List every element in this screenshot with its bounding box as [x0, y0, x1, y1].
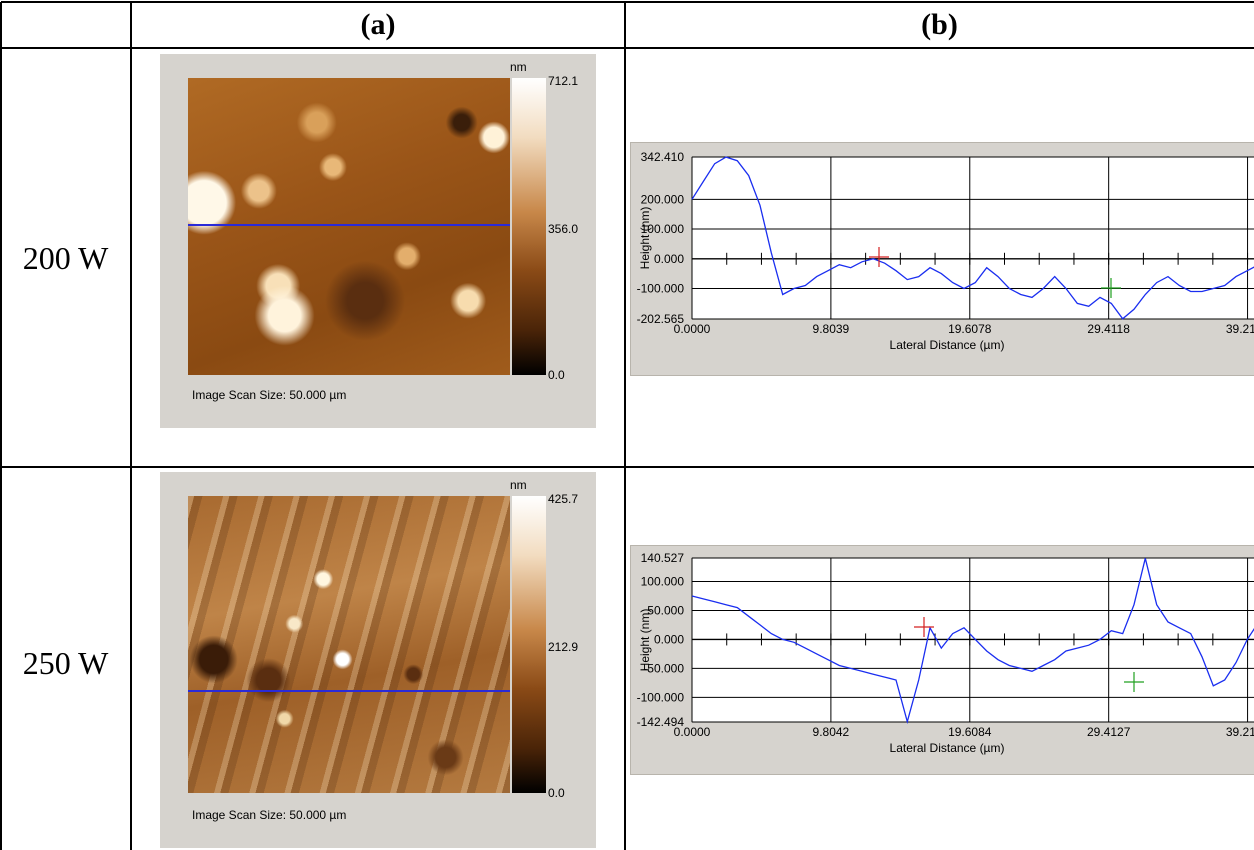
scan-line — [188, 224, 510, 226]
x-tick-label: 19.6084 — [948, 725, 992, 739]
y-tick-label: 342.410 — [641, 150, 685, 164]
y-tick-label: 0.000 — [654, 252, 684, 266]
column-header-b: (b) — [921, 8, 958, 41]
plot-area — [691, 156, 1254, 320]
column-header-a: (a) — [360, 8, 396, 41]
y-tick-label: 100.000 — [641, 574, 685, 588]
x-tick-label: 39.2169 — [1226, 725, 1254, 739]
y-tick-label: 200.000 — [641, 192, 685, 206]
scan-size-caption: Image Scan Size: 50.000 µm — [192, 808, 347, 822]
afm-image-panel-250w: nm 425.7 212.9 0.0 Image Scan Size: 50.0… — [160, 472, 596, 848]
y-tick-label: 140.527 — [641, 551, 685, 565]
height-profile-chart: 140.527 100.000 50.000 0.000 -50.000 -100.000… — [637, 551, 1254, 755]
green-cursor-marker — [1101, 278, 1121, 298]
profile-line — [691, 558, 1254, 725]
red-cursor-marker — [914, 617, 934, 637]
x-tick-label: 29.4118 — [1087, 322, 1130, 336]
colorbar-mid: 212.9 — [548, 640, 579, 654]
y-tick-label: -100.000 — [637, 282, 685, 296]
afm-topography-image — [188, 78, 510, 375]
row-label-200w: 200 W — [22, 240, 109, 276]
colorbar-max: 712.1 — [548, 74, 579, 88]
y-tick-label: -100.000 — [637, 690, 685, 704]
x-tick-label: 0.0000 — [674, 725, 711, 739]
colorbar-unit: nm — [510, 478, 527, 492]
color-scale-bar — [512, 496, 546, 793]
height-profile-panel-200w: 342.410 200.000 100.000 0.000 -100.000 -202.5… — [630, 142, 1254, 376]
y-tick-label: -202.565 — [637, 312, 685, 326]
x-axis-label: Lateral Distance (µm) — [890, 741, 1005, 755]
y-tick-label: -142.494 — [637, 715, 685, 729]
colorbar-min: 0.0 — [548, 368, 565, 382]
scan-line — [188, 690, 510, 692]
y-tick-label: 100.000 — [641, 222, 685, 236]
x-tick-label: 39.2157 — [1226, 322, 1254, 336]
colorbar-min: 0.0 — [548, 786, 565, 800]
y-tick-label: 0.000 — [654, 632, 684, 646]
colorbar-max: 425.7 — [548, 492, 579, 506]
scan-size-caption: Image Scan Size: 50.000 µm — [192, 388, 347, 402]
y-axis-label: Height (nm) — [638, 207, 652, 270]
x-tick-label: 0.0000 — [674, 322, 711, 336]
x-tick-label: 29.4127 — [1087, 725, 1131, 739]
red-cursor-marker — [869, 247, 889, 267]
x-tick-label: 9.8042 — [813, 725, 850, 739]
y-tick-label: -50.000 — [643, 661, 684, 675]
x-tick-label: 9.8039 — [813, 322, 850, 336]
afm-topography-image — [188, 496, 510, 793]
afm-image-panel-200w: nm 712.1 356.0 0.0 Image Scan Size: 50.0… — [160, 54, 596, 428]
green-cursor-marker — [1124, 672, 1144, 692]
profile-line — [691, 156, 1254, 320]
height-profile-chart: 342.410 200.000 100.000 0.000 -100.000 -202.5… — [637, 150, 1254, 352]
colorbar-unit: nm — [510, 60, 527, 74]
x-axis-label: Lateral Distance (µm) — [890, 338, 1005, 352]
x-tick-label: 19.6078 — [948, 322, 992, 336]
y-axis-label: Height (nm) — [638, 609, 652, 672]
row-label-250w: 250 W — [22, 645, 109, 681]
colorbar-mid: 356.0 — [548, 222, 579, 236]
height-profile-panel-250w: 140.527 100.000 50.000 0.000 -50.000 -100.000… — [630, 545, 1254, 775]
y-tick-label: 50.000 — [647, 603, 684, 617]
color-scale-bar — [512, 78, 546, 375]
